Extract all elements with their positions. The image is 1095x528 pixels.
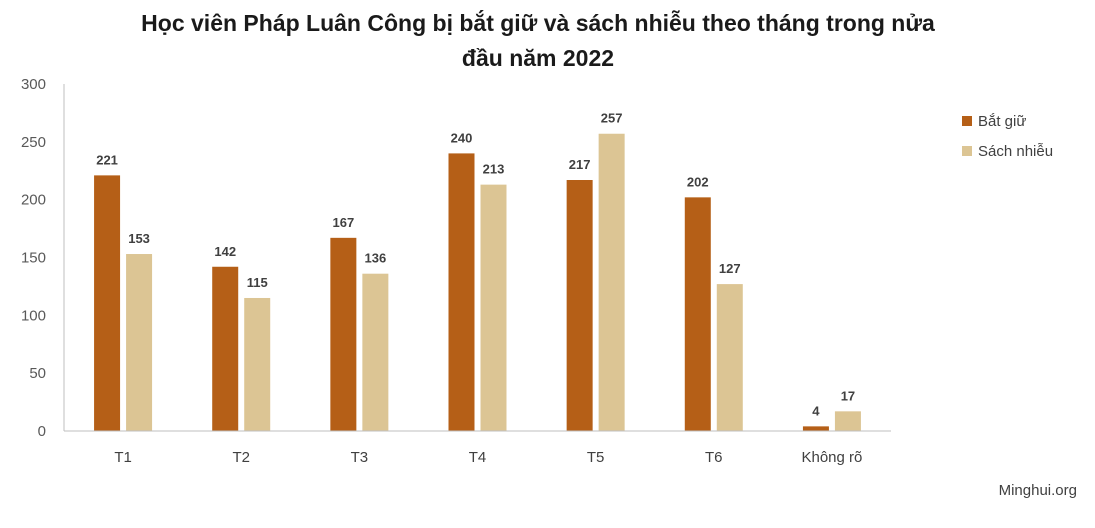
bar [212, 266, 239, 431]
x-tick-label: T6 [705, 449, 723, 466]
legend-swatch [962, 146, 972, 156]
data-label: 153 [128, 231, 150, 246]
x-tick-label: T3 [351, 449, 369, 466]
bar [362, 273, 389, 431]
data-label: 127 [719, 261, 741, 276]
bar [802, 426, 829, 431]
y-tick-label: 200 [21, 192, 46, 209]
data-label: 4 [812, 403, 820, 418]
data-label: 136 [365, 251, 387, 266]
chart-title-line-2: đầu năm 2022 [462, 45, 614, 71]
bar [330, 237, 357, 431]
bar [566, 180, 593, 431]
y-tick-label: 250 [21, 134, 46, 151]
data-label: 115 [247, 275, 268, 290]
legend-label: Sách nhiễu [978, 143, 1053, 160]
y-tick-label: 100 [21, 307, 46, 324]
x-tick-label: T1 [114, 449, 132, 466]
legend-label: Bắt giữ [978, 113, 1026, 130]
plot-area: 221 153 142 115 167 136 240 213 217 257 202 127 4 17 [94, 111, 861, 431]
y-tick-label: 150 [21, 250, 46, 267]
data-label: 240 [451, 130, 473, 145]
y-tick-label: 0 [38, 423, 46, 440]
bar [716, 284, 743, 431]
data-label: 17 [841, 388, 855, 403]
data-label: 167 [333, 215, 355, 230]
x-axis: T1 T2 T3 T4 T5 T6 Không rõ [64, 430, 891, 466]
chart-title: Học viên Pháp Luân Công bị bắt giữ và sá… [141, 9, 935, 71]
data-label: 142 [214, 244, 236, 259]
x-tick-label: T2 [232, 449, 250, 466]
bar [480, 184, 507, 431]
source-label: Minghui.org [998, 482, 1077, 499]
bar [834, 411, 861, 431]
bar [448, 153, 475, 431]
data-label: 213 [483, 162, 505, 177]
bar [684, 197, 711, 431]
y-axis: 0 50 100 150 200 250 300 [21, 76, 65, 440]
bar [598, 133, 625, 431]
bar [244, 297, 271, 431]
data-label: 217 [569, 157, 591, 172]
x-tick-label: Không rõ [801, 449, 862, 466]
legend: Bắt giữ Sách nhiễu [962, 113, 1053, 160]
x-tick-label: T5 [587, 449, 605, 466]
y-tick-label: 300 [21, 76, 46, 93]
chart-title-line-1: Học viên Pháp Luân Công bị bắt giữ và sá… [141, 9, 935, 36]
legend-swatch [962, 116, 972, 126]
data-label: 257 [601, 111, 623, 126]
bar [126, 254, 153, 431]
x-tick-label: T4 [469, 449, 487, 466]
data-label: 202 [687, 174, 709, 189]
bar [94, 175, 121, 431]
data-label: 221 [96, 152, 118, 167]
y-tick-label: 50 [29, 365, 46, 382]
